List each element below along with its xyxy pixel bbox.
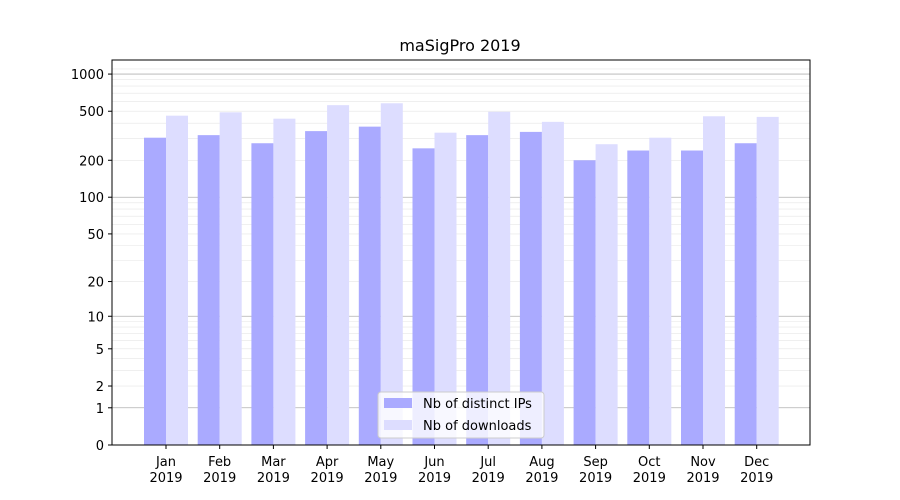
bar-distinct-ips-jun (412, 148, 435, 445)
bar-downloads-jan (166, 115, 188, 445)
x-axis: Jan2019Feb2019Mar2019Apr2019May2019Jun20… (149, 445, 773, 486)
legend-box (377, 391, 545, 439)
bar-distinct-ips-oct (627, 150, 650, 445)
bar-downloads-feb (219, 112, 242, 446)
bar-downloads-jul (488, 111, 511, 446)
y-tick-label: 100 (79, 191, 104, 206)
x-tick-label-month: Aug (529, 455, 554, 470)
legend-label-distinct-ips: Nb of distinct IPs (423, 397, 532, 412)
bar-distinct-ips-aug (519, 131, 542, 445)
y-tick-label: 10 (87, 310, 104, 325)
x-tick-label-month: Feb (208, 455, 231, 470)
bar-distinct-ips-apr (305, 131, 328, 446)
y-tick-label: 1000 (71, 68, 104, 83)
x-tick-label-month: Mar (261, 455, 286, 470)
y-tick-label: 20 (87, 276, 104, 291)
x-tick-label-year: 2019 (311, 471, 344, 486)
bar-distinct-ips-sep (573, 160, 596, 445)
bar-downloads-mar (273, 118, 296, 446)
x-tick-label-year: 2019 (525, 471, 558, 486)
x-tick-label-year: 2019 (633, 471, 666, 486)
bar-downloads-apr (327, 105, 350, 446)
x-tick-label-month: Jan (155, 455, 176, 470)
x-tick-label-month: Jul (479, 455, 496, 470)
y-tick-label: 500 (79, 105, 104, 120)
x-tick-label-year: 2019 (418, 471, 451, 486)
x-tick-label-month: May (367, 455, 394, 470)
bar-downloads-may (380, 103, 403, 445)
bar-distinct-ips-may (358, 126, 381, 445)
y-tick-label: 5 (96, 343, 104, 358)
bar-distinct-ips-mar (251, 143, 274, 445)
legend-swatch-distinct-ips (384, 398, 412, 408)
plot-frame (111, 59, 811, 446)
x-tick-label-month: Nov (690, 455, 716, 470)
legend-swatch-downloads (384, 420, 412, 430)
y-tick-label: 50 (87, 228, 104, 243)
y-tick-label: 2 (96, 380, 104, 395)
y-axis: 0 1 2 5 10 20 50 100 200 500 1000 (71, 68, 112, 454)
x-tick-label-year: 2019 (149, 471, 182, 486)
y-tick-label: 200 (79, 154, 104, 169)
bar-downloads-jun (434, 132, 457, 446)
bar-downloads-oct (649, 137, 672, 445)
x-tick-label-year: 2019 (686, 471, 719, 486)
x-tick-label-year: 2019 (364, 471, 397, 486)
x-tick-label-month: Apr (316, 455, 339, 470)
legend-label-downloads: Nb of downloads (423, 419, 532, 434)
chart-title: maSigPro 2019 (399, 36, 520, 55)
legend: Nb of distinct IPs Nb of downloads (377, 391, 545, 439)
x-tick-label-year: 2019 (472, 471, 505, 486)
x-tick-label-month: Sep (583, 455, 608, 470)
bar-distinct-ips-dec (734, 143, 757, 445)
x-tick-label-month: Jun (423, 455, 444, 470)
bar-downloads-nov (703, 116, 725, 446)
bar-downloads-aug (541, 121, 564, 445)
bar-distinct-ips-jan (144, 137, 166, 445)
x-tick-label-year: 2019 (257, 471, 290, 486)
y-tick-label: 1 (96, 402, 104, 417)
x-tick-label-month: Oct (638, 455, 660, 470)
bar-downloads-sep (595, 144, 618, 446)
bar-distinct-ips-jul (466, 135, 489, 445)
y-tick-label: 0 (96, 439, 104, 454)
x-tick-label-year: 2019 (579, 471, 612, 486)
x-tick-label-month: Dec (744, 455, 769, 470)
bar-distinct-ips-nov (681, 150, 703, 445)
bar-downloads-dec (756, 116, 779, 446)
x-tick-label-year: 2019 (203, 471, 236, 486)
bar-distinct-ips-feb (197, 135, 220, 445)
x-tick-label-year: 2019 (740, 471, 773, 486)
bars (144, 103, 779, 446)
